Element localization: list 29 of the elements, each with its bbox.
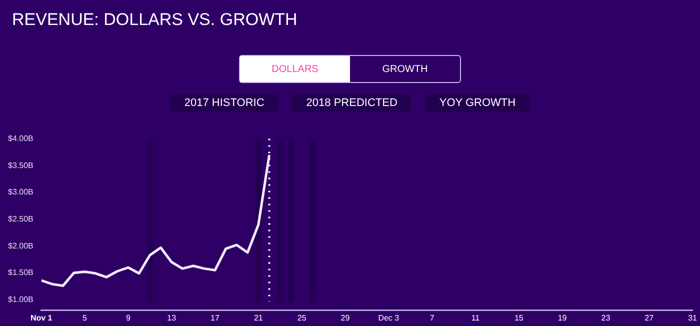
x-tick-label: 5	[82, 313, 88, 322]
x-tick-label: 15	[514, 313, 524, 322]
x-tick-label: Dec 3	[378, 313, 400, 322]
text: DOLLARS	[240, 56, 350, 82]
x-tick-label: 21	[254, 313, 264, 322]
x-tick-label: 11	[471, 313, 480, 322]
y-tick-label: $2.50B	[8, 214, 34, 224]
x-tick-label: Nov 1	[30, 313, 53, 322]
x-tick-label: 7	[430, 313, 435, 322]
text: 2017 HISTORIC	[170, 94, 278, 112]
x-tick-label: 9	[126, 313, 131, 322]
text: 2018 PREDICTED	[292, 94, 412, 112]
y-tick-label: $1.00B	[8, 294, 34, 304]
x-tick-label: 27	[644, 313, 654, 322]
y-tick-label: $1.50B	[8, 268, 34, 278]
x-tick-label: 31	[688, 313, 698, 322]
x-tick-label: 13	[167, 313, 177, 322]
text: YOY GROWTH	[425, 94, 530, 112]
y-tick-label: $4.00B	[8, 134, 34, 144]
x-tick-label: 25	[297, 313, 307, 322]
x-tick-label: 23	[601, 313, 611, 322]
x-tick-label: 17	[210, 313, 220, 322]
y-tick-label: $2.00B	[8, 241, 34, 250]
x-tick-label: 19	[558, 313, 568, 322]
chart-title: REVENUE: DOLLARS VS. GROWTH	[12, 10, 298, 30]
y-tick-label: $3.00B	[8, 188, 34, 197]
y-tick-label: $3.50B	[8, 160, 34, 170]
text: GROWTH	[381, 62, 429, 76]
x-tick-label: 29	[340, 313, 350, 322]
